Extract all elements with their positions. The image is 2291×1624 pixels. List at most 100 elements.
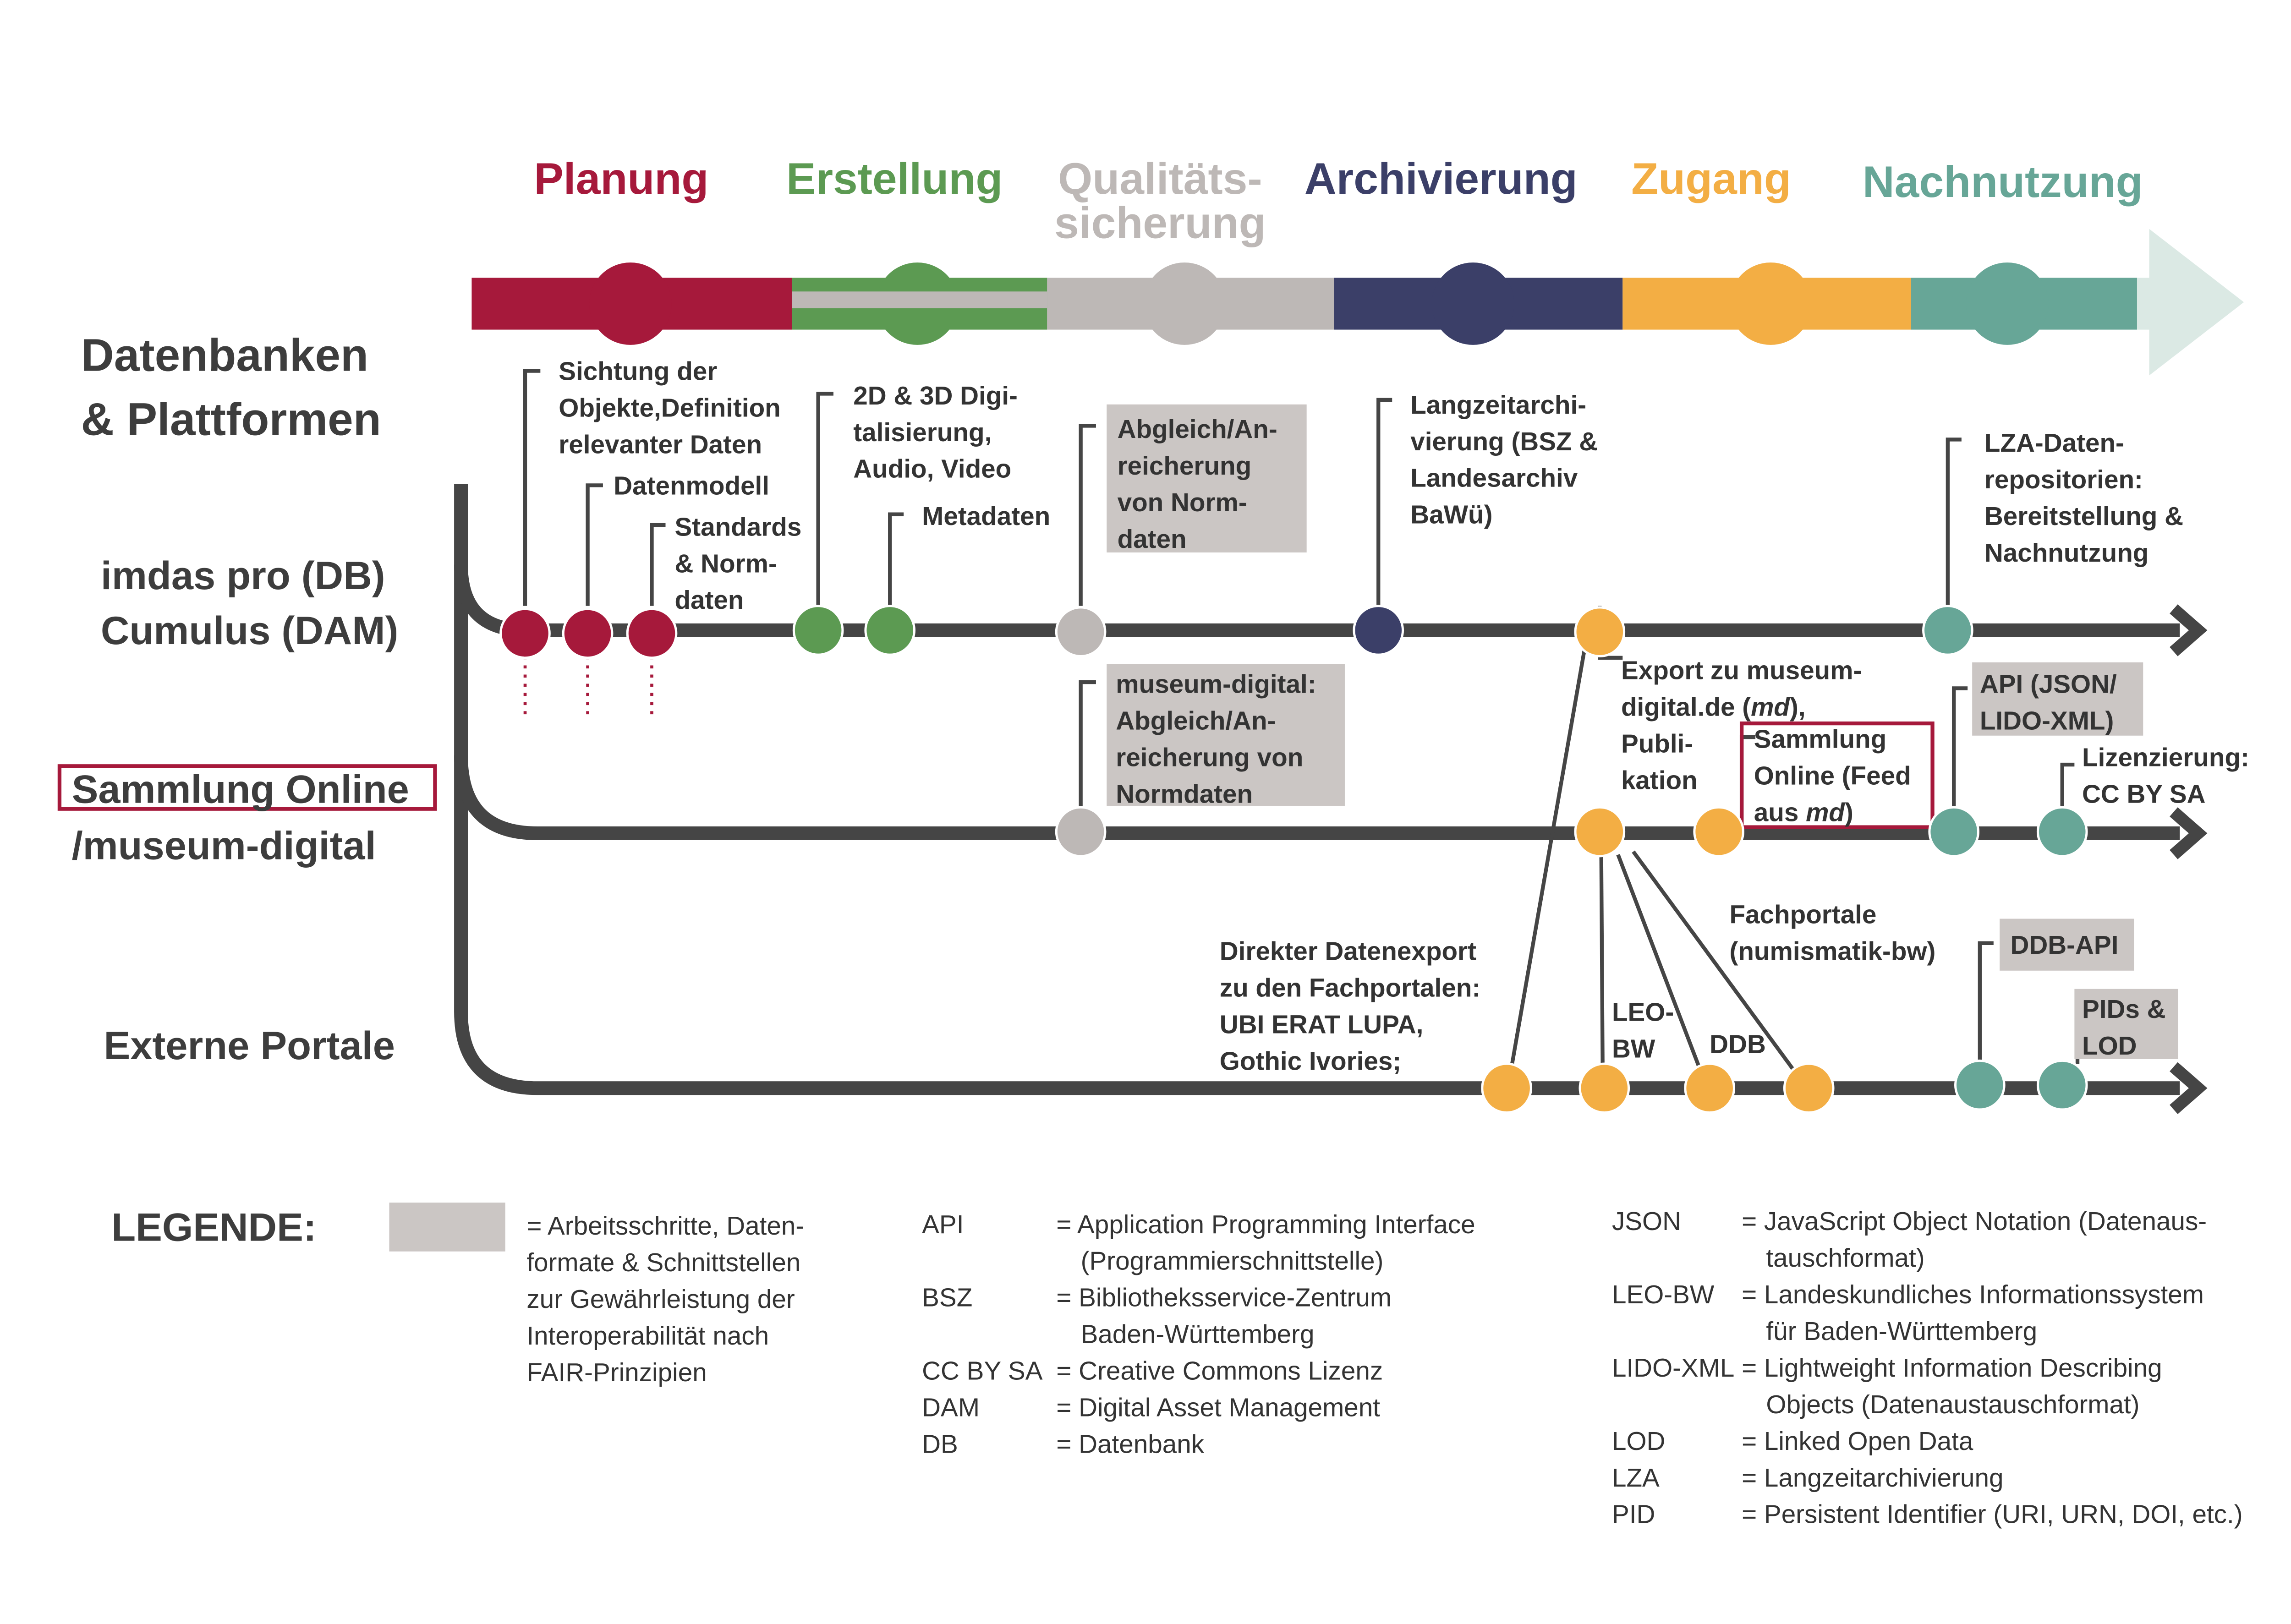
label-api-line-1: API (JSON/ bbox=[1980, 670, 2117, 699]
label-lza: LZA-Daten-repositorien: Bereitstellung & N… bbox=[1984, 429, 2183, 568]
lane1-label-line2: Cumulus (DAM) bbox=[101, 609, 399, 653]
label-lizenz: Lizenzierung: CC BY SA bbox=[2082, 743, 2249, 809]
phase-title-qualitaet-1: Qualitäts- bbox=[1058, 154, 1262, 203]
label-sammlung-feed-3: aus md) bbox=[1754, 798, 1853, 827]
legend-swatch-text: = Arbeitsschritte, Daten-formate & Schni… bbox=[526, 1212, 804, 1387]
legend-definition: = JavaScript Object Notation (Datenaus- bbox=[1742, 1207, 2207, 1236]
legend-definition: = Persistent Identifier (URI, URN, DOI, … bbox=[1742, 1500, 2242, 1529]
lane-dots bbox=[499, 605, 2088, 1114]
rail-sammlung-arrow bbox=[2170, 807, 2208, 859]
dot-planung-3 bbox=[626, 607, 678, 659]
label-museum-digital-line-4: Normdaten bbox=[1116, 780, 1253, 809]
label-lza-line-3: Bereitstellung & bbox=[1984, 502, 2183, 531]
box-museum-digital bbox=[1107, 664, 1345, 806]
label-direkter-line-1: Direkter Datenexport bbox=[1220, 937, 1476, 966]
label-abgleich-line-3: von Norm- bbox=[1118, 488, 1247, 517]
rail-sammlung-online bbox=[454, 755, 2180, 840]
dot-nachnutzung-4 bbox=[1954, 1059, 2006, 1111]
legend-swatch-text-line-5: FAIR-Prinzipien bbox=[526, 1358, 707, 1387]
legend-title: LEGENDE: bbox=[111, 1205, 317, 1249]
label-ddb-api: DDB-API bbox=[2010, 931, 2118, 960]
legend-definition: (Programmierschnittstelle) bbox=[1081, 1247, 1384, 1276]
legend-abbr: DB bbox=[922, 1430, 958, 1459]
label-leobw: LEO- BW bbox=[1612, 998, 1674, 1064]
legend-definition: = Application Programming Interface bbox=[1056, 1210, 1475, 1239]
legend-swatch-text-line-2: formate & Schnittstellen bbox=[526, 1248, 800, 1277]
legend-definition: = Creative Commons Lizenz bbox=[1056, 1357, 1383, 1386]
legend-column-1: API = Application Programming Interface (P… bbox=[922, 1210, 1475, 1459]
dot-planung-1 bbox=[499, 607, 551, 659]
label-standards-line-3: daten bbox=[674, 586, 744, 615]
section-title-line1: Datenbanken bbox=[81, 330, 369, 381]
legend-abbr: API bbox=[922, 1210, 964, 1239]
legend-definition: Objects (Datenaustauschformat) bbox=[1766, 1390, 2139, 1419]
label-metadaten-line-1: Metadaten bbox=[922, 502, 1050, 531]
label-standards: Standards & Norm-daten bbox=[674, 513, 801, 615]
dot-erstellung-1 bbox=[792, 605, 844, 656]
dot-archivierung bbox=[1353, 605, 1404, 656]
legend: LEGENDE: = Arbeitsschritte, Daten-format… bbox=[111, 1203, 2243, 1529]
label-export-line4: kation bbox=[1621, 766, 1698, 795]
label-langzeit-line-1: Langzeitarchi- bbox=[1410, 391, 1586, 420]
label-direkter-line-4: Gothic Ivories; bbox=[1220, 1047, 1401, 1076]
label-digitalisierung-line-3: Audio, Video bbox=[853, 455, 1011, 484]
phase-dot-zugang bbox=[1729, 262, 1812, 345]
box-api bbox=[1972, 662, 2143, 736]
legend-abbr: BSZ bbox=[922, 1284, 972, 1312]
dot-nachnutzung-3 bbox=[2036, 806, 2088, 858]
dot-zugang-3 bbox=[1693, 806, 1744, 858]
label-api: API (JSON/LIDO-XML) bbox=[1980, 670, 2117, 735]
legend-column-2: JSON = JavaScript Object Notation (Datena… bbox=[1612, 1207, 2243, 1529]
label-pids-line-1: PIDs & bbox=[2082, 995, 2166, 1024]
dot-zugang-5 bbox=[1578, 1062, 1630, 1114]
label-langzeit-line-4: BaWü) bbox=[1410, 501, 1492, 530]
label-abgleich-line-2: reicherung bbox=[1118, 452, 1252, 481]
lane2-label-line1: Sammlung Online bbox=[72, 767, 409, 811]
legend-definition: tauschformat) bbox=[1766, 1244, 1924, 1273]
highlight-boxes bbox=[1107, 404, 2178, 1059]
rail-imdas-arrow bbox=[2170, 604, 2208, 656]
label-ddb: DDB bbox=[1710, 1030, 1766, 1059]
legend-abbr: LEO-BW bbox=[1612, 1280, 1715, 1309]
legend-definition: = Lightweight Information Describing bbox=[1742, 1354, 2162, 1383]
label-datenmodell: Datenmodell bbox=[614, 471, 769, 500]
label-ddb-api-line-1: DDB-API bbox=[2010, 931, 2118, 960]
label-museum-digital: museum-digital: Abgleich/An-reicherung vo… bbox=[1116, 670, 1316, 809]
legend-swatch bbox=[389, 1203, 505, 1252]
label-direkter: Direkter Datenexport zu den Fachportalen:… bbox=[1220, 937, 1480, 1076]
legend-abbr: DAM bbox=[922, 1394, 980, 1422]
label-sichtung-line-3: relevanter Daten bbox=[559, 430, 762, 459]
label-sichtung-line-1: Sichtung der bbox=[559, 357, 717, 386]
legend-definition: = Bibliotheksservice-Zentrum bbox=[1056, 1284, 1392, 1312]
frame-sammlung-feed bbox=[1739, 721, 1935, 829]
lane3-label: Externe Portale bbox=[104, 1024, 395, 1068]
legend-abbr: CC BY SA bbox=[922, 1357, 1043, 1386]
label-ddb-line-1: DDB bbox=[1710, 1030, 1766, 1059]
dot-zugang-6 bbox=[1684, 1062, 1735, 1114]
label-lza-line-2: repositorien: bbox=[1984, 465, 2143, 494]
legend-definition: für Baden-Württemberg bbox=[1766, 1317, 2037, 1346]
label-digitalisierung: 2D & 3D Digi-talisierung, Audio, Video bbox=[853, 382, 1018, 484]
label-museum-digital-line-3: reicherung von bbox=[1116, 743, 1303, 772]
dot-erstellung-2 bbox=[864, 605, 916, 656]
connector-to-leobw bbox=[1599, 851, 1605, 1087]
label-datenmodell-line-1: Datenmodell bbox=[614, 471, 769, 500]
label-langzeit-line-3: Landesarchiv bbox=[1410, 464, 1578, 493]
dot-zugang-4 bbox=[1481, 1062, 1532, 1114]
label-lizenz-line-1: Lizenzierung: bbox=[2082, 743, 2249, 772]
label-pids: PIDs & LOD bbox=[2082, 995, 2166, 1061]
label-museum-digital-line-1: museum-digital: bbox=[1116, 670, 1316, 699]
phase-title-planung: Planung bbox=[534, 154, 708, 203]
label-export-md: md bbox=[1751, 693, 1790, 722]
phase-title-erstellung: Erstellung bbox=[786, 154, 1003, 203]
label-abgleich: Abgleich/An-reicherung von Norm-daten bbox=[1118, 415, 1277, 554]
dot-zugang-2 bbox=[1574, 806, 1626, 858]
label-direkter-line-3: UBI ERAT LUPA, bbox=[1220, 1010, 1424, 1039]
phase-dot-planung bbox=[589, 262, 672, 345]
label-pids-line-2: LOD bbox=[2082, 1032, 2137, 1061]
dot-nachnutzung-1 bbox=[1922, 605, 1973, 656]
label-metadaten: Metadaten bbox=[922, 502, 1050, 531]
label-sammlung-feed-md: md bbox=[1806, 798, 1845, 827]
label-museum-digital-line-2: Abgleich/An- bbox=[1116, 706, 1276, 735]
